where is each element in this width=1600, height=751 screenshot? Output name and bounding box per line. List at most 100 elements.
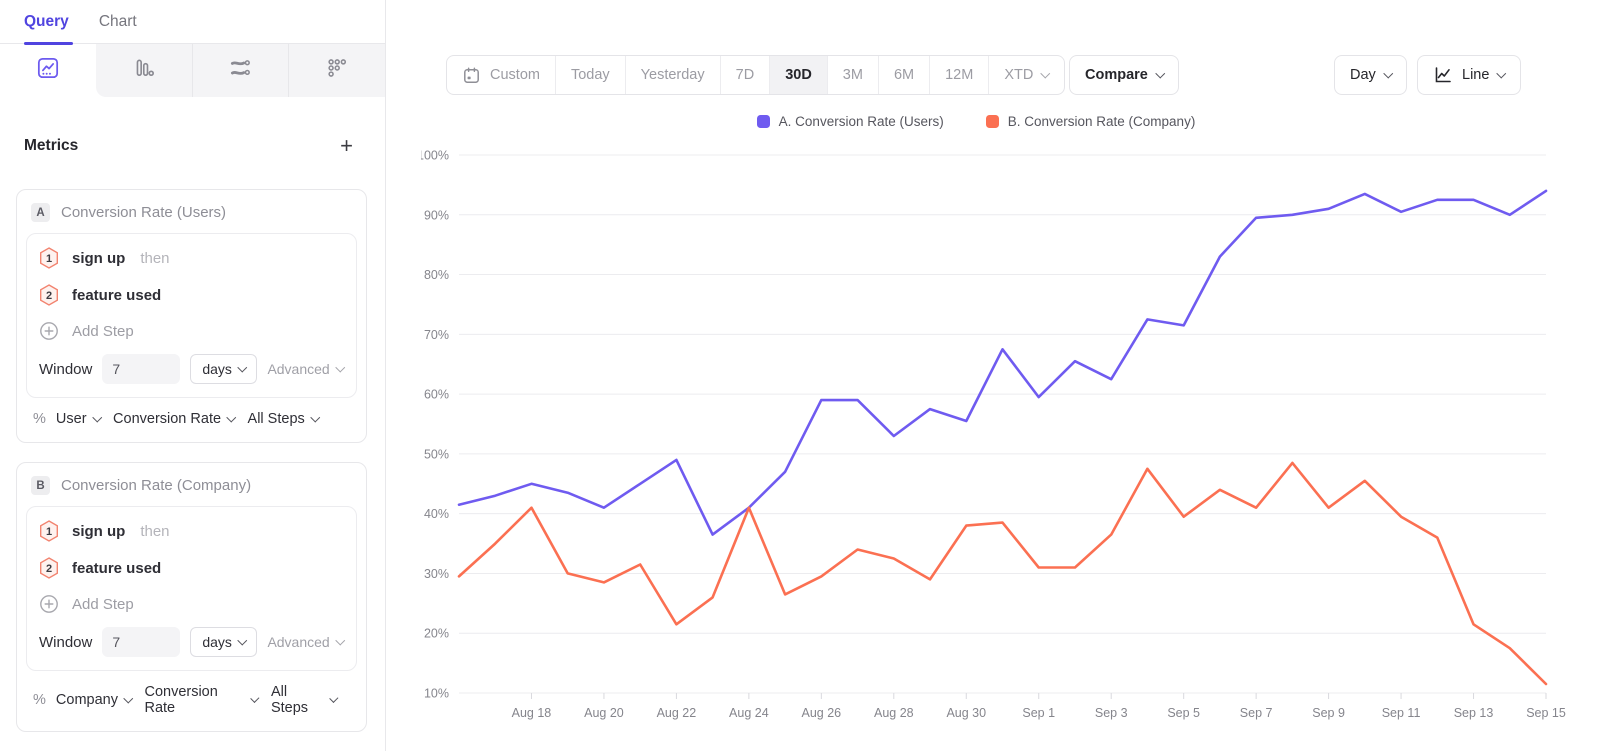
chart-type-insights-tab[interactable]: [0, 44, 96, 97]
date-range-30d[interactable]: 30D: [769, 56, 827, 94]
chevron-down-icon: [1497, 68, 1507, 78]
chart-svg: 10% 20% 30% 40% 50% 60% 70% 80% 90% 100% Aug 18 Aug…: [417, 149, 1566, 721]
funnel-step-2[interactable]: 2 feature used: [39, 557, 344, 579]
measurement-dropdown[interactable]: Conversion Rate: [113, 411, 236, 427]
granularity-label: Day: [1350, 67, 1376, 83]
chart-type-flows-tab[interactable]: [191, 44, 289, 97]
chart-style-label: Line: [1462, 67, 1490, 83]
legend-item-b[interactable]: B. Conversion Rate (Company): [985, 114, 1195, 129]
date-range-xtd[interactable]: XTD: [988, 56, 1064, 94]
x-axis-label: Sep 1: [1022, 706, 1055, 720]
query-builder-sidebar: Query Chart: [0, 0, 386, 751]
calendar-icon: [462, 66, 481, 85]
chevron-down-icon: [1040, 68, 1051, 78]
add-step-button[interactable]: Add Step: [39, 321, 344, 341]
measure-prefix: %: [33, 692, 46, 708]
chevron-down-icon: [237, 362, 247, 372]
series-line-b[interactable]: [457, 461, 1548, 686]
counting-entity-dropdown[interactable]: Company: [56, 692, 133, 708]
advanced-dropdown[interactable]: Advanced: [267, 634, 345, 650]
x-axis-label: Sep 7: [1240, 706, 1273, 720]
step-event-name[interactable]: feature used: [72, 286, 162, 304]
measure-row-b: % Company Conversion Rate All Steps: [26, 671, 357, 731]
date-range-label: 12M: [945, 67, 974, 83]
svg-text:1: 1: [46, 253, 52, 265]
compare-label: Compare: [1085, 67, 1148, 83]
add-metric-button[interactable]: +: [340, 133, 353, 158]
x-axis-label: Sep 13: [1454, 706, 1494, 720]
date-range-label: Yesterday: [640, 67, 705, 83]
date-range-label: Today: [570, 67, 610, 83]
funnel-steps-box: 1 sign up then 2 feature used: [26, 233, 357, 398]
funnel-step-2[interactable]: 2 feature used: [39, 284, 344, 306]
date-range-custom[interactable]: Custom: [447, 56, 555, 94]
funnel-step-1[interactable]: 1 sign up then: [39, 247, 344, 269]
date-range-yesterday[interactable]: Yesterday: [624, 56, 720, 94]
date-range-label: 7D: [735, 67, 755, 83]
step-event-name[interactable]: feature used: [72, 559, 162, 577]
svg-text:2: 2: [46, 563, 52, 575]
counting-entity-dropdown[interactable]: User: [55, 411, 102, 427]
metric-card-a-header: A Conversion Rate (Users): [26, 201, 357, 233]
y-axis-label: 10%: [424, 687, 449, 701]
tab-chart[interactable]: Chart: [98, 12, 137, 30]
measurement-dropdown[interactable]: Conversion Rate: [144, 684, 260, 716]
add-step-label: Add Step: [72, 322, 134, 340]
sidebar-tab-bar: Query Chart: [0, 0, 385, 45]
measure-row-a: % User Conversion Rate All Steps: [26, 398, 357, 442]
chart-type-funnels-tab[interactable]: [95, 44, 192, 97]
svg-text:1: 1: [46, 526, 52, 538]
metric-letter-badge: A: [31, 203, 50, 222]
add-step-button[interactable]: Add Step: [39, 594, 344, 614]
x-axis-label: Aug 22: [657, 706, 697, 720]
funnel-step-1[interactable]: 1 sign up then: [39, 520, 344, 542]
series-line-a[interactable]: [457, 189, 1548, 536]
retention-dots-icon: [325, 56, 349, 85]
granularity-dropdown[interactable]: Day: [1334, 55, 1408, 95]
x-axis-label: Aug 30: [946, 706, 986, 720]
entity-label: User: [55, 411, 87, 427]
chevron-down-icon: [329, 693, 339, 703]
metric-title[interactable]: Conversion Rate (Users): [61, 204, 227, 221]
steps-scope-dropdown[interactable]: All Steps: [271, 684, 339, 716]
window-value-input[interactable]: [102, 627, 181, 657]
date-range-3m[interactable]: 3M: [826, 56, 878, 94]
bar-chart-icon: [132, 56, 156, 85]
steps-scope-label: All Steps: [247, 411, 305, 427]
date-range-label: 3M: [842, 67, 863, 83]
plus-circle-icon: [40, 595, 58, 613]
funnel-steps-box: 1 sign up then 2 feature used: [26, 506, 357, 671]
date-range-today[interactable]: Today: [554, 56, 625, 94]
legend-swatch: [756, 115, 770, 128]
chevron-down-icon: [310, 412, 320, 422]
date-range-control: Custom Today Yesterday 7D 30D 3M 6M 12M XTD: [446, 55, 1065, 95]
y-axis-label: 90%: [424, 208, 449, 222]
y-axis-label: 50%: [424, 447, 449, 461]
window-unit-label: days: [202, 361, 232, 377]
legend-item-a[interactable]: A. Conversion Rate (Users): [756, 114, 944, 129]
chart-type-retention-tab[interactable]: [288, 44, 385, 97]
date-range-label: 6M: [893, 67, 915, 83]
window-value-input[interactable]: [102, 354, 181, 384]
step-event-name[interactable]: sign up: [72, 522, 126, 540]
plus-circle-icon: [40, 322, 58, 340]
chart-style-dropdown[interactable]: Line: [1417, 55, 1521, 95]
chevron-down-icon: [250, 693, 260, 703]
advanced-dropdown[interactable]: Advanced: [267, 361, 345, 377]
window-unit-dropdown[interactable]: days: [190, 354, 258, 384]
date-range-12m[interactable]: 12M: [929, 56, 988, 94]
step-number-hexagon: 1: [40, 247, 58, 269]
date-range-label: Custom: [490, 67, 540, 83]
insights-line-chart-icon: [36, 56, 60, 85]
date-range-6m[interactable]: 6M: [877, 56, 929, 94]
measurement-label: Conversion Rate: [144, 684, 218, 716]
compare-button[interactable]: Compare: [1069, 55, 1180, 95]
metrics-header: Metrics +: [0, 97, 385, 158]
metric-title[interactable]: Conversion Rate (Company): [61, 477, 252, 494]
step-event-name[interactable]: sign up: [72, 249, 126, 267]
date-range-7d[interactable]: 7D: [719, 56, 770, 94]
tab-query[interactable]: Query: [24, 0, 73, 45]
steps-scope-dropdown[interactable]: All Steps: [247, 411, 320, 427]
step-number-hexagon: 2: [40, 557, 58, 579]
window-unit-dropdown[interactable]: days: [190, 627, 258, 657]
